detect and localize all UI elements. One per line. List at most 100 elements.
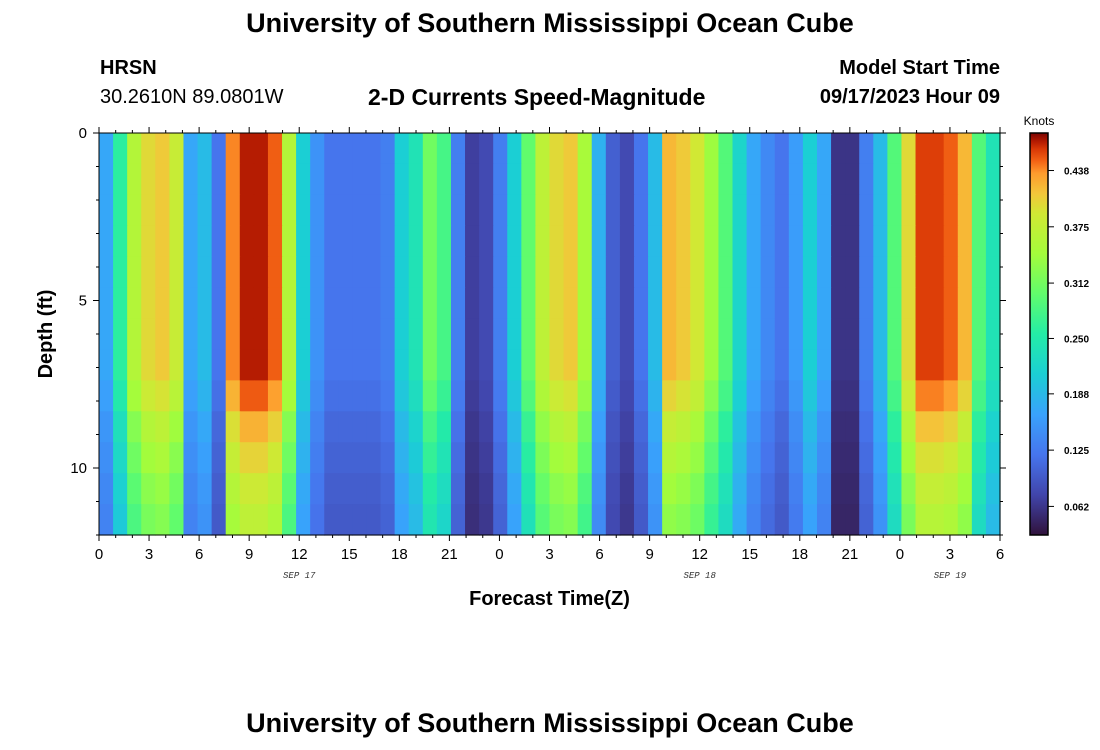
heatmap-cell [211, 194, 227, 227]
heatmap-cell [211, 504, 227, 536]
heatmap-cell [929, 256, 945, 289]
heatmap-cell [718, 411, 734, 443]
heatmap-cell [549, 133, 565, 165]
heatmap-cell [394, 194, 410, 227]
heatmap-cell [380, 473, 396, 505]
heatmap-cell [690, 349, 705, 381]
heatmap-cell [802, 349, 818, 381]
heatmap-cell [549, 225, 565, 258]
heatmap-cell [450, 318, 466, 351]
x-tick-label: 0 [495, 546, 503, 563]
heatmap-cell [99, 380, 114, 412]
heatmap-cell [802, 473, 818, 505]
x-tick-label: 9 [645, 546, 653, 563]
heatmap-cell [760, 411, 776, 443]
heatmap-cell [746, 287, 762, 320]
heatmap-cell [929, 473, 945, 505]
heatmap-cell [746, 318, 762, 351]
heatmap-cell [929, 349, 945, 381]
heatmap-cell [183, 504, 199, 536]
heatmap-cell [957, 411, 973, 443]
heatmap-cell [985, 473, 1001, 505]
heatmap-cell [211, 380, 227, 412]
heatmap-cell [690, 163, 705, 196]
y-tick-label: 0 [79, 125, 87, 142]
heatmap-cell [831, 411, 846, 443]
heatmap-cell [225, 225, 241, 258]
heatmap-cell [422, 225, 438, 258]
heatmap-cell [535, 225, 551, 258]
heatmap-cell [718, 473, 734, 505]
heatmap-cell [591, 133, 607, 165]
heatmap-cell [450, 411, 466, 443]
heatmap-cell [619, 163, 635, 196]
heatmap-cell [549, 504, 565, 536]
heatmap-cell [493, 133, 508, 165]
heatmap-cell [267, 411, 283, 443]
x-date-label: SEP 17 [283, 571, 316, 581]
heatmap-cell [169, 287, 185, 320]
heatmap-cell [127, 163, 142, 196]
heatmap-cell [408, 163, 424, 196]
heatmap-cell [788, 411, 804, 443]
heatmap-cell [859, 349, 874, 381]
heatmap-cell [366, 133, 382, 165]
heatmap-cell [774, 473, 790, 505]
colorbar-tick-label: 0.062 [1064, 502, 1089, 513]
heatmap-cell [521, 349, 537, 381]
heatmap-cell [155, 442, 170, 474]
heatmap-cell [605, 318, 621, 351]
heatmap-cell [816, 318, 832, 351]
heatmap-cell [732, 256, 748, 289]
heatmap-cell [197, 473, 213, 505]
x-tick-label: 3 [946, 546, 954, 563]
heatmap-cell [380, 349, 396, 381]
x-tick-label: 6 [195, 546, 203, 563]
heatmap-cell [957, 349, 973, 381]
heatmap-cell [211, 287, 227, 320]
heatmap-cell [394, 256, 410, 289]
heatmap-cell [324, 318, 339, 351]
heatmap-cell [296, 349, 311, 381]
heatmap-cell [113, 194, 128, 227]
heatmap-cell [549, 163, 565, 196]
heatmap-cell [253, 133, 269, 165]
heatmap-cell [901, 133, 917, 165]
heatmap-cell [324, 225, 339, 258]
heatmap-cell [774, 411, 790, 443]
heatmap-cell [450, 504, 466, 536]
heatmap-cell [450, 442, 466, 474]
heatmap-cell [591, 225, 607, 258]
heatmap-cell [704, 194, 720, 227]
heatmap-cell [676, 349, 691, 381]
heatmap-cell [394, 473, 410, 505]
heatmap-cell [521, 194, 537, 227]
heatmap-cell [957, 473, 973, 505]
heatmap-cell [253, 163, 269, 196]
heatmap-cell [296, 380, 311, 412]
heatmap-cell [450, 287, 466, 320]
heatmap-cell [324, 442, 339, 474]
x-tick-label: 18 [391, 546, 408, 563]
heatmap-cell [169, 380, 185, 412]
heatmap-cell [267, 287, 283, 320]
heatmap-cell [141, 163, 156, 196]
heatmap-cell [422, 504, 438, 536]
heatmap-cell [690, 473, 705, 505]
heatmap-cell [633, 473, 649, 505]
heatmap-cell [113, 318, 128, 351]
heatmap-cell [366, 225, 382, 258]
heatmap-cell [197, 380, 213, 412]
heatmap-cell [577, 163, 593, 196]
heatmap-cell [282, 225, 297, 258]
heatmap-cell [873, 504, 888, 536]
heatmap-cell [352, 133, 368, 165]
heatmap-cell [605, 349, 621, 381]
heatmap-cell [493, 163, 508, 196]
heatmap-cell [324, 133, 339, 165]
heatmap-cell [338, 442, 354, 474]
heatmap-cell [746, 225, 762, 258]
heatmap-cell [662, 163, 677, 196]
heatmap-cell [943, 349, 959, 381]
